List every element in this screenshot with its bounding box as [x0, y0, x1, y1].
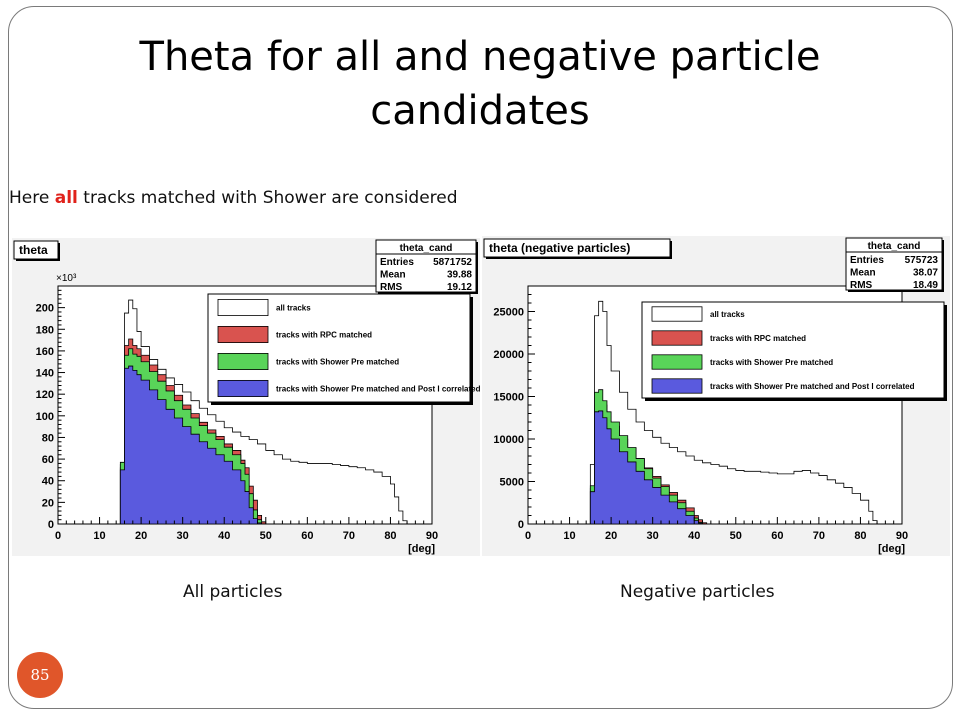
y-tick-label: 15000: [493, 392, 524, 404]
x-tick-label: 20: [605, 530, 617, 542]
y-tick-label: 20000: [493, 349, 524, 361]
caption-negative-particles: Negative particles: [620, 582, 775, 602]
x-tick-label: 10: [93, 530, 105, 542]
y-tick-label: 0: [48, 519, 54, 531]
chart-negative-particles-svg: 0 10 20 30 40 50 60 70 80 90[deg] 0 5000 10000 15000 2…: [483, 237, 947, 555]
stats-box: [845, 237, 943, 291]
stats-row-value: 38.07: [913, 268, 938, 279]
x-tick-label: 90: [426, 530, 438, 542]
y-tick-label: 160: [36, 346, 54, 358]
legend-swatch: [651, 330, 703, 346]
x-axis-label: [deg]: [408, 543, 435, 555]
x-tick-label: 90: [896, 530, 908, 542]
stats-row-value: 39.88: [447, 270, 472, 281]
y-tick-label: 60: [42, 454, 54, 466]
legend-swatch: [651, 378, 703, 394]
x-tick-label: 70: [343, 530, 355, 542]
stats-name: theta_cand: [400, 243, 453, 254]
x-tick-label: 50: [260, 530, 272, 542]
x-tick-label: 80: [854, 530, 866, 542]
legend-swatch: [217, 326, 269, 344]
y-tick-label: 200: [36, 303, 54, 315]
subtitle-text-before: Here: [9, 188, 55, 208]
x-tick-label: 0: [55, 530, 61, 542]
x-tick-label: 40: [218, 530, 230, 542]
stats-row-value: 19.12: [447, 282, 472, 293]
x-tick-label: 30: [177, 530, 189, 542]
legend-swatch: [217, 379, 269, 397]
legend-entry-label: all tracks: [710, 310, 745, 319]
y-multiplier-label: ×10³: [56, 273, 77, 284]
chart-title: theta: [19, 243, 48, 257]
legend-entry-label: tracks with Shower Pre matched and Post …: [276, 385, 480, 394]
stats-box: [375, 239, 477, 293]
subtitle-text-after: tracks matched with Shower are considere…: [77, 188, 458, 208]
x-tick-label: 40: [688, 530, 700, 542]
y-tick-label: 5000: [500, 477, 524, 489]
legend-entry-label: tracks with Shower Pre matched: [710, 358, 833, 367]
y-tick-label: 120: [36, 389, 54, 401]
stats-row-label: Mean: [850, 268, 876, 279]
x-tick-label: 20: [135, 530, 147, 542]
stats-row-label: Entries: [850, 255, 884, 266]
x-tick-label: 50: [730, 530, 742, 542]
x-tick-label: 10: [563, 530, 575, 542]
y-tick-label: 80: [42, 432, 54, 444]
x-tick-label: 60: [771, 530, 783, 542]
stats-row-value: 5871752: [433, 257, 472, 268]
legend-entry-label: tracks with RPC matched: [710, 334, 806, 343]
legend-swatch: [217, 353, 269, 371]
y-tick-label: 0: [518, 519, 524, 531]
y-tick-label: 140: [36, 368, 54, 380]
stats-row-label: Entries: [380, 257, 414, 268]
legend-swatch: [217, 299, 269, 317]
legend-swatch: [651, 306, 703, 322]
chart-title: theta (negative particles): [489, 241, 630, 255]
x-axis-label: [deg]: [878, 543, 905, 555]
stats-row-value: 18.49: [913, 280, 938, 291]
y-tick-label: 20: [42, 497, 54, 509]
series-area-3: [58, 365, 432, 525]
y-tick-label: 10000: [493, 434, 524, 446]
legend-swatch: [651, 354, 703, 370]
legend-entry-label: tracks with Shower Pre matched: [276, 358, 399, 367]
y-tick-label: 25000: [493, 307, 524, 319]
stats-row-label: RMS: [380, 282, 403, 293]
x-tick-label: 80: [384, 530, 396, 542]
y-tick-label: 100: [36, 411, 54, 423]
x-tick-label: 70: [813, 530, 825, 542]
y-tick-label: 40: [42, 476, 54, 488]
slide-subtitle: Here all tracks matched with Shower are …: [9, 188, 458, 208]
chart-all-particles-svg: 0 10 20 30 40 50 60 70 80 90[deg] 0 20 40 60 80 100 120 1…: [13, 239, 480, 555]
x-tick-label: 60: [301, 530, 313, 542]
stats-row-value: 575723: [905, 255, 939, 266]
x-tick-label: 30: [647, 530, 659, 542]
legend-entry-label: tracks with RPC matched: [276, 331, 372, 340]
title-box: [13, 240, 59, 260]
chart-negative-particles: 0 10 20 30 40 50 60 70 80 90 [deg] 0 5000 10000 15000 2…: [482, 236, 950, 556]
legend-entry-label: all tracks: [276, 304, 311, 313]
title-box: [483, 238, 671, 258]
y-tick-label: 180: [36, 324, 54, 336]
stats-row-label: Mean: [380, 270, 406, 281]
stats-name: theta_cand: [868, 241, 921, 252]
stats-row-label: RMS: [850, 280, 873, 291]
chart-all-particles: 0 10 20 30 40 50 60 70 80 90 [deg] 0 20 40 60 80 100 120 1…: [12, 238, 480, 556]
x-tick-label: 0: [525, 530, 531, 542]
slide-title: Theta for all and negative particle cand…: [139, 34, 821, 134]
subtitle-highlight: all: [54, 188, 78, 208]
legend-entry-label: tracks with Shower Pre matched and Post …: [710, 382, 915, 391]
slide-number-badge: 85: [17, 652, 63, 698]
caption-all-particles: All particles: [183, 582, 283, 602]
